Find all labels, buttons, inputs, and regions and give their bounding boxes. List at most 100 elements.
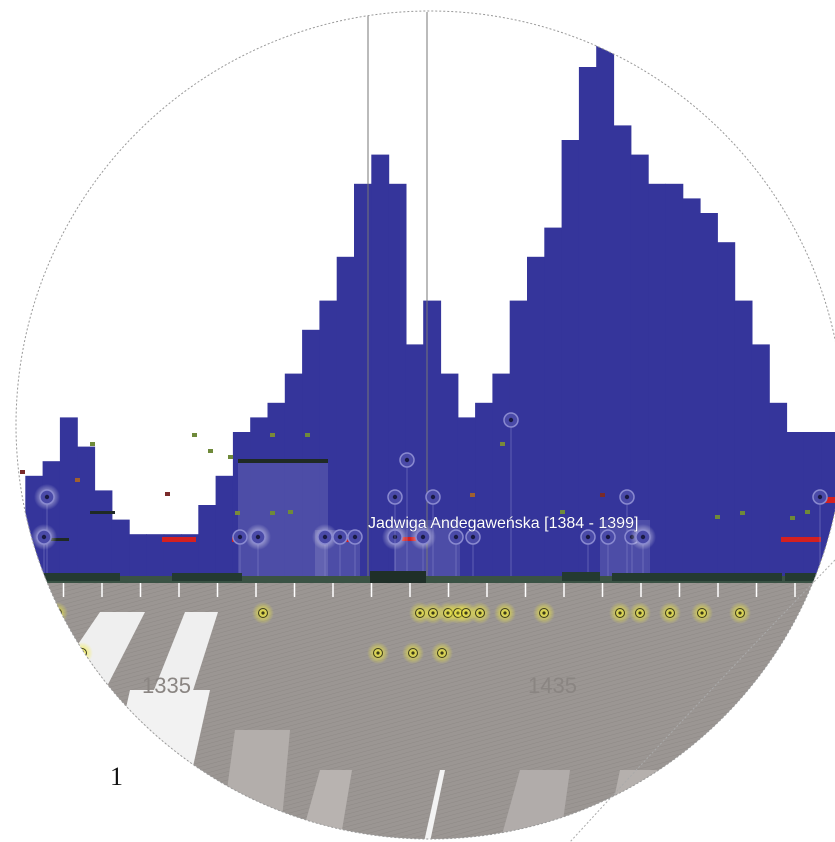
- event-marker[interactable]: [790, 516, 795, 520]
- histogram-bar: [717, 242, 736, 578]
- person-marker[interactable]: [347, 529, 363, 578]
- event-marker[interactable]: [270, 511, 275, 515]
- histogram-bar: [509, 300, 528, 578]
- ground-marker[interactable]: [691, 602, 713, 624]
- person-marker[interactable]: [34, 484, 60, 578]
- histogram-bar: [630, 154, 649, 578]
- event-marker[interactable]: [740, 511, 745, 515]
- histogram-bar: [77, 446, 96, 578]
- histogram-bar: [596, 37, 615, 579]
- person-marker[interactable]: [580, 529, 596, 578]
- histogram-bar: [613, 125, 632, 579]
- event-marker[interactable]: [228, 455, 233, 459]
- person-marker[interactable]: [332, 529, 348, 578]
- event-marker[interactable]: [192, 433, 197, 437]
- histogram-bar: [181, 534, 199, 578]
- person-marker[interactable]: [399, 452, 415, 578]
- histogram-bar: [405, 344, 424, 578]
- histogram-bar: [682, 198, 701, 578]
- histogram-bar: [734, 300, 753, 578]
- ground-marker[interactable]: [609, 602, 631, 624]
- person-marker[interactable]: [31, 524, 57, 578]
- histogram: [16, 37, 835, 579]
- ground-marker[interactable]: [533, 602, 555, 624]
- event-markers: [20, 433, 810, 520]
- year-label-1335: 1335: [142, 673, 191, 698]
- histogram-bar: [527, 256, 545, 578]
- person-marker[interactable]: [232, 529, 248, 578]
- person-marker[interactable]: [448, 529, 464, 578]
- event-marker[interactable]: [235, 511, 240, 515]
- year-label-1435: 1435: [528, 673, 577, 698]
- event-marker[interactable]: [75, 478, 80, 482]
- event-marker[interactable]: [165, 492, 170, 496]
- lens-outer-arc: [569, 559, 835, 842]
- person-marker[interactable]: [630, 524, 656, 578]
- histogram-bar: [440, 373, 459, 578]
- histogram-bar: [751, 344, 770, 578]
- event-marker[interactable]: [600, 493, 605, 497]
- histogram-bar: [786, 432, 805, 578]
- ground-marker[interactable]: [629, 602, 651, 624]
- histogram-bar: [561, 140, 580, 578]
- person-marker[interactable]: [503, 412, 519, 578]
- page-number: 1: [110, 762, 123, 791]
- histogram-bar: [163, 534, 182, 578]
- event-marker[interactable]: [560, 510, 565, 514]
- event-marker[interactable]: [470, 493, 475, 497]
- event-marker[interactable]: [20, 470, 25, 474]
- histogram-bar: [111, 519, 130, 578]
- person-marker[interactable]: [245, 524, 271, 578]
- person-marker[interactable]: [410, 524, 436, 578]
- person-marker[interactable]: [387, 489, 403, 578]
- histogram-bar: [803, 432, 822, 578]
- person-marker[interactable]: [600, 529, 616, 578]
- histogram-bar: [423, 300, 442, 578]
- histogram-bar: [371, 154, 390, 578]
- histogram-bar: [388, 183, 407, 579]
- reign-bars: [47, 459, 328, 541]
- person-marker[interactable]: [465, 529, 481, 578]
- histogram-bar: [129, 534, 147, 578]
- timeline-axis: [16, 571, 835, 597]
- ground-marker[interactable]: [494, 602, 516, 624]
- histogram-bar: [544, 227, 563, 578]
- histogram-bar: [336, 256, 355, 578]
- histogram-bar: [492, 373, 511, 578]
- event-marker[interactable]: [288, 510, 293, 514]
- person-markers: [31, 412, 828, 578]
- event-marker[interactable]: [270, 433, 275, 437]
- event-marker[interactable]: [90, 442, 95, 446]
- event-marker[interactable]: [208, 449, 213, 453]
- histogram-bar: [146, 534, 165, 578]
- histogram-bar: [319, 300, 338, 578]
- ground-marker[interactable]: [402, 642, 424, 664]
- ground-marker[interactable]: [252, 602, 274, 624]
- histogram-bar: [59, 417, 78, 578]
- event-marker[interactable]: [715, 515, 720, 519]
- histogram-bar: [42, 461, 61, 578]
- event-marker[interactable]: [500, 442, 505, 446]
- ground-marker[interactable]: [659, 602, 681, 624]
- histogram-bar: [475, 402, 493, 578]
- ground-marker[interactable]: [431, 642, 453, 664]
- ground-marker[interactable]: [367, 642, 389, 664]
- person-marker[interactable]: [312, 524, 338, 578]
- histogram-bar: [648, 183, 666, 579]
- histogram-bar: [700, 213, 718, 578]
- reign-tooltip: Jadwiga Andegaweńska [1384 - 1399]: [368, 515, 638, 532]
- event-marker[interactable]: [305, 433, 310, 437]
- ground-marker[interactable]: [469, 602, 491, 624]
- lens-border: [15, 10, 835, 840]
- histogram-bar: [16, 548, 26, 578]
- histogram-bar: [215, 475, 234, 578]
- histogram-bar: [198, 505, 217, 578]
- histogram-bar: [665, 183, 684, 579]
- ground-markers: [46, 602, 751, 664]
- event-marker[interactable]: [805, 510, 810, 514]
- histogram-bar: [354, 183, 372, 579]
- ground-marker[interactable]: [729, 602, 751, 624]
- histogram-bar: [769, 402, 788, 578]
- histogram-bar: [284, 373, 303, 578]
